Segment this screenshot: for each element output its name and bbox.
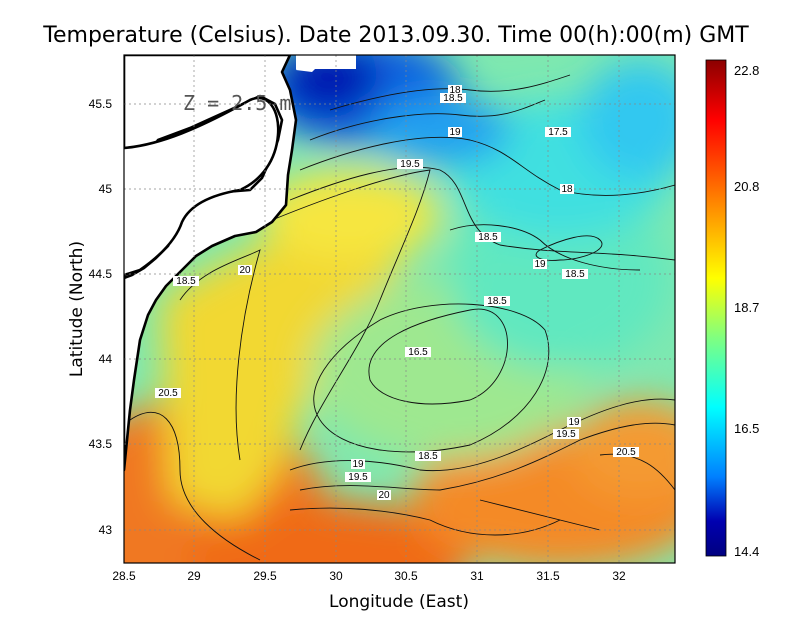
x-axis: 28.5 29 29.5 30 30.5 31 31.5 32 Longitud… — [112, 569, 626, 612]
y-tick-label: 43.5 — [89, 437, 113, 451]
x-tick-label: 29 — [187, 569, 201, 583]
contour-label-background — [475, 232, 501, 242]
colorbar-label: 20.8 — [734, 179, 759, 194]
contour-label: 18.5 — [443, 93, 463, 104]
x-tick-label: 30.5 — [394, 569, 418, 583]
temperature-field — [124, 55, 675, 563]
contour-label: 19 — [534, 259, 546, 270]
contour-label: 20.5 — [616, 447, 636, 458]
map-title: Temperature (Celsius). Date 2013.09.30. … — [42, 23, 749, 48]
contour-label: 18 — [561, 184, 573, 195]
contour-label-background — [553, 429, 579, 439]
plot-frame — [123, 54, 676, 564]
x-axis-title: Longitude (East) — [329, 592, 469, 612]
contour-label-background — [377, 490, 391, 500]
colorbar-label: 16.5 — [734, 421, 759, 436]
contour-label-background — [238, 265, 252, 275]
contour-label: 18.5 — [478, 232, 498, 243]
colorbar-bar — [705, 59, 727, 557]
contour-lines — [129, 74, 675, 561]
contour-label-background — [567, 417, 581, 427]
contour-label-background — [562, 269, 588, 279]
x-tick-label: 30 — [329, 569, 343, 583]
y-tick-label: 44 — [99, 352, 113, 366]
contour-label: 18.5 — [565, 269, 585, 280]
contour-label: 20 — [378, 490, 390, 501]
contour-label-background — [560, 184, 574, 194]
contour-label: 18.5 — [487, 296, 507, 307]
colorbar-label: 22.8 — [734, 63, 759, 78]
contour-label-background — [533, 259, 547, 269]
y-tick-label: 45.5 — [89, 97, 113, 111]
y-axis: 43 43.5 44 44.5 45 45.5 Latitude (North) — [67, 97, 112, 537]
contour-label-background — [345, 472, 371, 482]
contour-label: 19 — [568, 417, 580, 428]
contour-label-background — [613, 447, 639, 457]
plot-area — [124, 55, 675, 563]
y-tick-label: 44.5 — [89, 267, 113, 281]
gridlines — [124, 55, 675, 563]
contour-label-background — [440, 93, 466, 103]
contour-label: 16.5 — [408, 347, 428, 358]
contour-label: 17.5 — [548, 127, 568, 138]
x-tick-label: 28.5 — [112, 569, 136, 583]
contour-label: 18 — [449, 85, 461, 96]
contour-label-background — [155, 388, 181, 398]
contour-label: 19 — [352, 459, 364, 470]
contour-label-background — [415, 451, 441, 461]
contour-label-background — [448, 127, 462, 137]
contour-label: 19.5 — [556, 429, 576, 440]
y-axis-title: Latitude (North) — [67, 241, 87, 377]
contour-label-background — [545, 127, 571, 137]
contour-label: 18.5 — [176, 276, 196, 287]
colorbar-label: 14.4 — [734, 544, 759, 559]
colorbar-label: 18.7 — [734, 300, 759, 315]
x-tick-label: 29.5 — [253, 569, 277, 583]
contour-label-background — [484, 296, 510, 306]
contour-label: 19.5 — [348, 472, 368, 483]
contour-label: 18.5 — [418, 451, 438, 462]
contour-label: 20 — [239, 265, 251, 276]
contour-label-background — [351, 459, 365, 469]
contour-label: 20.5 — [158, 388, 178, 399]
depth-label: Z = 2.5 m — [183, 91, 291, 115]
y-tick-label: 45 — [99, 182, 113, 196]
contour-label: 19 — [449, 127, 461, 138]
contour-label-background — [173, 276, 199, 286]
contour-label: 19.5 — [400, 159, 420, 170]
y-tick-label: 43 — [99, 523, 113, 537]
x-tick-label: 31 — [470, 569, 484, 583]
contour-label-background — [405, 347, 431, 357]
contour-label-background — [397, 159, 423, 169]
contour-label-background — [448, 85, 462, 95]
x-tick-label: 32 — [612, 569, 626, 583]
x-tick-label: 31.5 — [536, 569, 560, 583]
colorbar: 22.8 20.8 18.7 16.5 14.4 — [705, 59, 759, 559]
